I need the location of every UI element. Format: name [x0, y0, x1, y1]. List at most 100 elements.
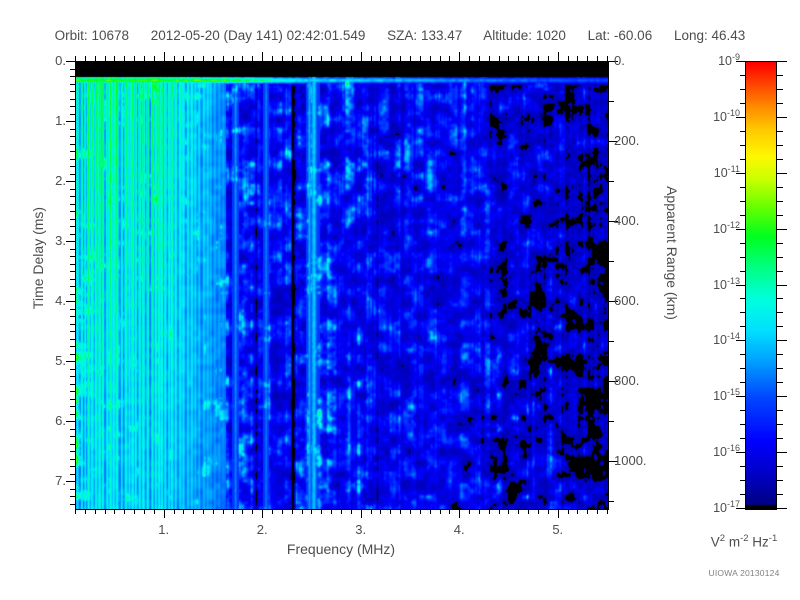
colorbar-major-tick-right: [777, 452, 787, 454]
colorbar-minor-tick-left: [740, 326, 745, 328]
colorbar-minor-tick-left: [740, 424, 745, 426]
colorbar-minor-tick-left: [740, 312, 745, 314]
y-axis-left-minor-tick: [70, 368, 75, 370]
y-axis-left-minor-tick: [70, 466, 75, 467]
x-axis-top-tick: [291, 56, 293, 61]
spectrogram-image: [76, 62, 608, 509]
sza-label: SZA:: [387, 28, 418, 43]
x-axis-top-tick: [114, 56, 116, 61]
y-axis-left-tick-label: 7.: [55, 473, 66, 488]
x-axis-top-tick: [547, 56, 549, 61]
y-axis-left-major-tick: [66, 181, 75, 182]
orbit-label: Orbit:: [54, 28, 88, 43]
x-axis-top-tick: [400, 56, 402, 61]
y-axis-left-minor-tick: [70, 338, 75, 340]
colorbar-minor-tick-right: [777, 312, 783, 314]
colorbar-minor-tick-left: [740, 494, 745, 496]
x-axis-top-tick: [134, 56, 136, 61]
y-axis-left-tick-label: 2.: [55, 173, 66, 188]
y-axis-left-minor-tick: [70, 263, 75, 265]
x-axis-top-tick: [360, 52, 362, 61]
y-axis-right-title: Apparent Range (km): [664, 186, 680, 320]
x-axis-minor-tick: [409, 509, 411, 514]
colorbar-minor-tick-left: [740, 200, 745, 202]
colorbar-major-tick-right: [777, 116, 787, 118]
colorbar-tick-label: 10-10: [688, 108, 740, 124]
y-axis-left-tick-label: 0.: [55, 53, 66, 68]
y-axis-right-tick-label: 200.: [614, 133, 640, 148]
colorbar-minor-tick-left: [740, 410, 745, 412]
x-axis-top-tick: [557, 52, 559, 61]
y-axis-left-minor-tick: [70, 458, 75, 460]
y-axis-left-major-tick: [66, 121, 75, 122]
x-axis-minor-tick: [134, 509, 136, 514]
colorbar-minor-tick-right: [777, 326, 783, 328]
x-axis-top-tick: [104, 56, 106, 61]
colorbar-minor-tick-right: [777, 410, 783, 412]
x-axis-title: Frequency (MHz): [286, 541, 396, 557]
y-axis-left-minor-tick: [70, 136, 75, 137]
colorbar-minor-tick-left: [740, 368, 745, 370]
y-axis-left-minor-tick: [70, 218, 75, 220]
y-axis-left-minor-tick: [70, 496, 75, 497]
x-axis-minor-tick: [114, 509, 116, 514]
colorbar-major-tick-left: [736, 61, 745, 62]
colorbar: [745, 61, 777, 510]
x-axis-minor-tick: [498, 509, 500, 514]
longitude-label: Long:: [673, 28, 708, 43]
x-axis-top-tick: [183, 56, 185, 61]
x-axis-tick-label: 1.: [158, 522, 170, 537]
colorbar-label-exponent: -15: [726, 387, 740, 398]
x-axis-minor-tick: [370, 509, 372, 514]
y-axis-left-minor-tick: [70, 428, 75, 430]
x-axis-minor-tick: [331, 509, 333, 514]
colorbar-minor-tick-right: [777, 354, 783, 356]
colorbar-label-mantissa: 10: [713, 333, 727, 348]
y-axis-left-tick-label: 3.: [55, 233, 66, 248]
x-axis-top-tick: [193, 56, 195, 61]
colorbar-minor-tick-left: [740, 158, 745, 160]
y-axis-left-minor-tick: [70, 173, 75, 175]
y-axis-right-major-tick: [609, 461, 618, 462]
colorbar-tick-label: 10-15: [688, 387, 740, 403]
orbit-value: 10678: [91, 28, 129, 43]
y-axis-left-minor-tick: [70, 323, 75, 325]
x-axis-minor-tick: [252, 509, 254, 514]
colorbar-minor-tick-right: [777, 74, 783, 76]
credit-text: UIOWA 20130124: [708, 568, 780, 578]
colorbar-minor-tick-right: [777, 298, 783, 300]
x-axis-top-tick: [262, 52, 264, 61]
colorbar-major-tick-left: [736, 508, 745, 509]
colorbar-label-mantissa: 10: [718, 54, 732, 69]
y-axis-left-major-tick: [66, 361, 75, 362]
x-axis-minor-tick: [124, 509, 126, 514]
spectrogram-plot-area: [75, 61, 609, 510]
altitude-value: 1020: [535, 28, 566, 43]
x-axis-minor-tick: [153, 509, 155, 514]
x-axis-top-tick: [341, 56, 342, 61]
colorbar-label-mantissa: 10: [713, 501, 727, 516]
colorbar-tick-label: 10-17: [688, 499, 740, 515]
unit-m: m: [728, 534, 741, 550]
x-axis-minor-tick: [84, 509, 86, 514]
y-axis-left-major-tick: [66, 301, 75, 302]
y-axis-left-minor-tick: [70, 473, 75, 475]
colorbar-minor-tick-right: [777, 494, 783, 496]
x-axis-minor-tick: [538, 509, 540, 514]
y-axis-left-minor-tick: [70, 143, 75, 145]
x-axis-minor-tick: [607, 509, 608, 514]
x-axis-minor-tick: [478, 509, 480, 514]
x-axis-tick-label: 3.: [355, 522, 367, 537]
unit-hz-exponent: -1: [768, 533, 778, 544]
x-axis-top-tick: [143, 56, 145, 61]
y-axis-left-minor-tick: [70, 106, 75, 107]
colorbar-major-tick-left: [736, 116, 745, 118]
colorbar-major-tick-right: [777, 508, 787, 509]
colorbar-minor-tick-right: [777, 214, 783, 216]
x-axis-top-tick: [439, 56, 441, 61]
x-axis-minor-tick: [301, 509, 303, 514]
colorbar-minor-tick-left: [740, 102, 745, 104]
colorbar-label-exponent: -17: [726, 499, 740, 509]
y-axis-right-tick-label: 0.: [614, 53, 625, 68]
x-axis-top-tick: [449, 56, 451, 61]
